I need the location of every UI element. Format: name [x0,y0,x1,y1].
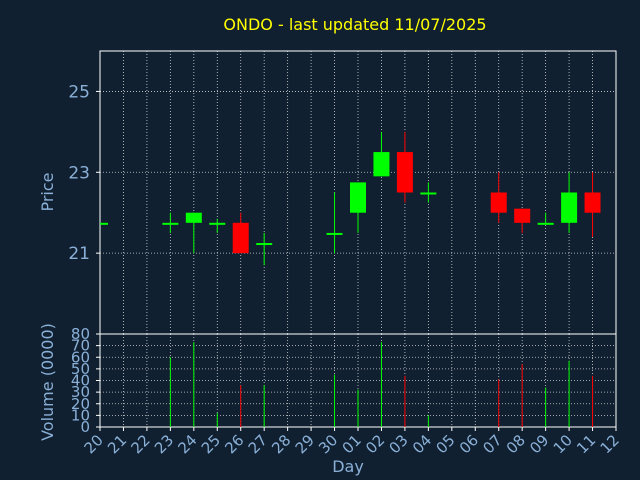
candle-body [420,192,437,195]
x-tick-label: 12 [597,431,623,457]
x-tick-label: 02 [362,431,388,457]
x-tick-label: 10 [550,431,576,457]
x-tick-label: 04 [409,431,435,457]
x-tick-label: 03 [386,431,412,457]
price-tick-label: 21 [68,244,90,264]
volume-tick-label: 0 [80,418,90,436]
x-tick-label: 01 [339,431,365,457]
candle-body [584,192,601,213]
x-tick-label: 09 [526,431,552,457]
candle-body [232,222,249,254]
price-tick-label: 23 [68,163,90,183]
x-tick-label: 08 [503,431,529,457]
x-tick-label: 30 [315,431,341,457]
price-axis-label: Price [38,172,57,211]
x-tick-label: 05 [432,431,458,457]
candle-body [350,182,366,213]
candle-body [514,208,531,223]
x-tick-label: 25 [198,431,224,457]
x-tick-label: 11 [573,431,599,457]
volume-tick-label: 60 [71,348,90,366]
candle-body [256,243,273,246]
x-tick-label: 21 [104,431,130,457]
x-tick-label: 28 [268,431,294,457]
candle-body [490,192,507,213]
x-tick-label: 06 [456,431,482,457]
x-tick-label: 23 [151,431,177,457]
candle-body [326,232,343,235]
price-tick-label: 25 [68,82,90,102]
x-tick-label: 07 [479,431,505,457]
candle-body [561,192,578,223]
candle-body [396,152,413,193]
candle-body [185,212,202,223]
volume-tick-label: 30 [71,383,90,401]
x-tick-label: 22 [128,431,154,457]
volume-tick-label: 40 [71,372,90,390]
volume-axis-label: Volume (0000) [38,323,57,441]
x-tick-label: 24 [174,431,200,457]
chart-title: ONDO - last updated 11/07/2025 [223,15,486,34]
x-axis-label: Day [332,457,364,476]
volume-tick-label: 10 [71,406,90,424]
volume-tick-label: 20 [71,395,90,413]
candle-body [100,222,108,225]
candle-body [373,152,390,177]
candle-body [162,222,179,225]
plot-layer: 2021222324252627282930010203040506070809… [68,50,623,457]
x-tick-label: 26 [221,431,247,457]
candle-body [209,222,226,225]
candle-body [537,222,554,225]
volume-tick-label: 80 [71,325,90,343]
x-tick-label: 27 [245,431,271,457]
x-tick-label: 29 [292,431,318,457]
volume-tick-label: 70 [71,337,90,355]
volume-tick-label: 50 [71,360,90,378]
